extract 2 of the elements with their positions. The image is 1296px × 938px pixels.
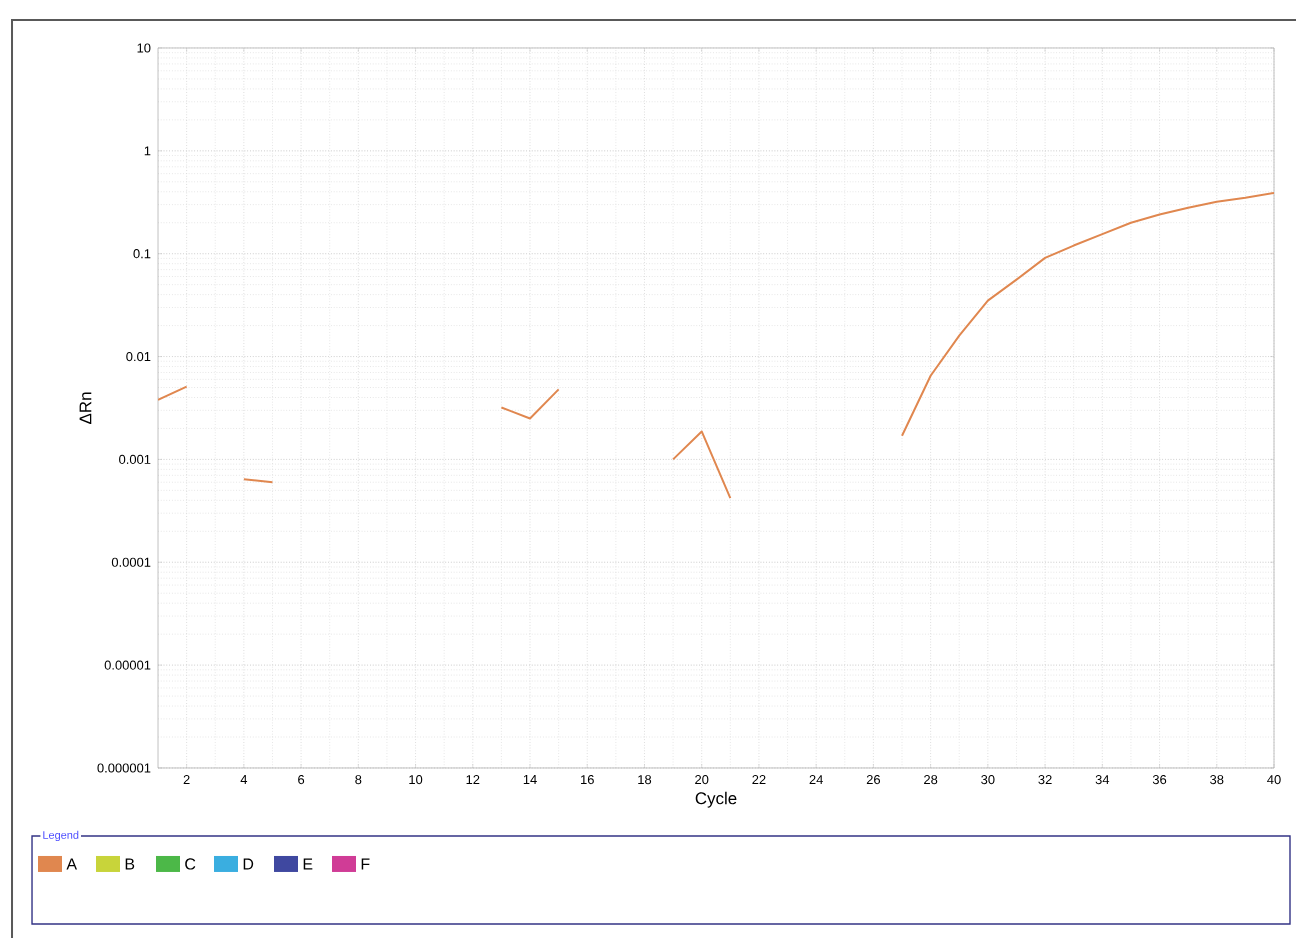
- x-axis-title: Cycle: [695, 791, 737, 808]
- y-axis-title: ΔRn: [79, 392, 92, 424]
